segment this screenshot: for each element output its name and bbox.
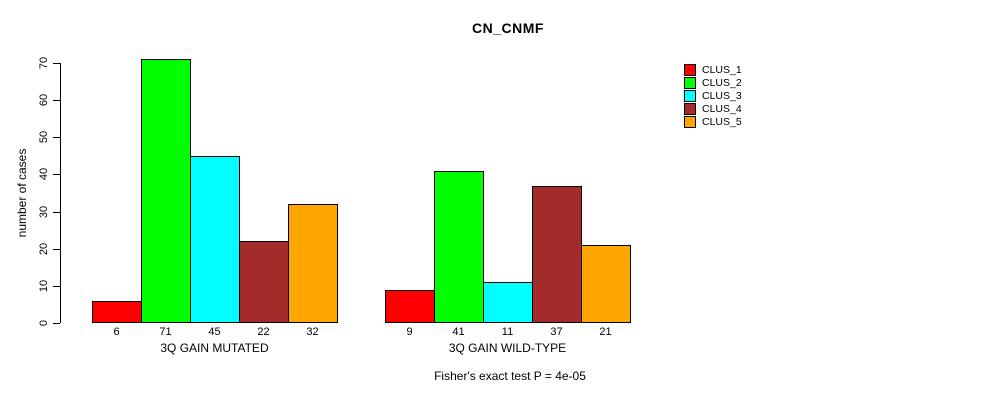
- bar-value-label: 11: [501, 326, 514, 338]
- legend-swatch-icon: [684, 63, 696, 76]
- legend-item-clus_2: CLUS_2: [684, 76, 742, 89]
- legend-swatch-icon: [684, 115, 696, 128]
- group-label-mutated: 3Q GAIN MUTATED: [160, 341, 269, 355]
- legend-item-clus_5: CLUS_5: [684, 115, 742, 128]
- bar-value-label: 71: [159, 326, 172, 338]
- bar-clus_4-group1: [239, 241, 289, 323]
- y-tick-label: 10: [38, 279, 50, 292]
- chart-title: CN_CNMF: [472, 20, 544, 36]
- legend-swatch-icon: [684, 89, 696, 102]
- y-tick-label: 30: [38, 205, 50, 218]
- bar-value-label: 9: [406, 326, 413, 338]
- legend-label: CLUS_5: [702, 115, 742, 128]
- bar-clus_3-group1: [190, 156, 240, 323]
- legend-label: CLUS_4: [702, 102, 742, 115]
- bar-value-label: 32: [306, 326, 319, 338]
- group-label-wildtype: 3Q GAIN WILD-TYPE: [448, 341, 567, 355]
- y-tick-label: 70: [38, 56, 50, 70]
- legend-swatch-icon: [684, 76, 696, 89]
- legend-item-clus_4: CLUS_4: [684, 102, 742, 115]
- y-tick-mark: [53, 323, 60, 324]
- bar-clus_1-group2: [385, 290, 435, 323]
- y-tick-label: 60: [38, 94, 50, 107]
- y-tick-mark: [53, 212, 60, 213]
- y-tick-mark: [53, 137, 60, 138]
- bar-value-label: 6: [113, 326, 120, 338]
- y-axis-line: [60, 63, 61, 323]
- bar-value-label: 37: [550, 326, 563, 338]
- y-tick-label: 50: [38, 131, 50, 144]
- legend-item-clus_3: CLUS_3: [684, 89, 742, 102]
- bar-clus_4-group2: [532, 186, 582, 323]
- legend-label: CLUS_3: [702, 89, 742, 102]
- bar-clus_3-group2: [483, 282, 533, 323]
- bar-clus_5-group2: [581, 245, 631, 323]
- bar-clus_5-group1: [288, 204, 338, 323]
- bar-value-label: 45: [208, 326, 221, 338]
- footnote: Fisher's exact test P = 4e-05: [434, 369, 586, 383]
- y-tick-label: 20: [38, 242, 50, 255]
- legend-label: CLUS_2: [702, 76, 742, 89]
- legend-item-clus_1: CLUS_1: [684, 63, 742, 76]
- y-tick-mark: [53, 63, 60, 64]
- y-axis-label: number of cases: [15, 148, 29, 238]
- bar-clus_2-group2: [434, 171, 484, 323]
- legend-swatch-icon: [684, 102, 696, 115]
- y-tick-label: 40: [38, 168, 50, 181]
- y-tick-mark: [53, 174, 60, 175]
- y-tick-mark: [53, 100, 60, 101]
- y-tick-mark: [53, 286, 60, 287]
- bar-value-label: 21: [599, 326, 612, 338]
- y-tick-mark: [53, 249, 60, 250]
- bar-value-label: 22: [257, 326, 270, 338]
- bar-clus_1-group1: [92, 301, 142, 323]
- bar-value-label: 41: [452, 326, 465, 338]
- bar-clus_2-group1: [141, 59, 191, 323]
- legend: CLUS_1 CLUS_2 CLUS_3 CLUS_4 CLUS_5: [684, 63, 742, 128]
- legend-label: CLUS_1: [702, 63, 742, 76]
- y-tick-label: 0: [38, 319, 50, 327]
